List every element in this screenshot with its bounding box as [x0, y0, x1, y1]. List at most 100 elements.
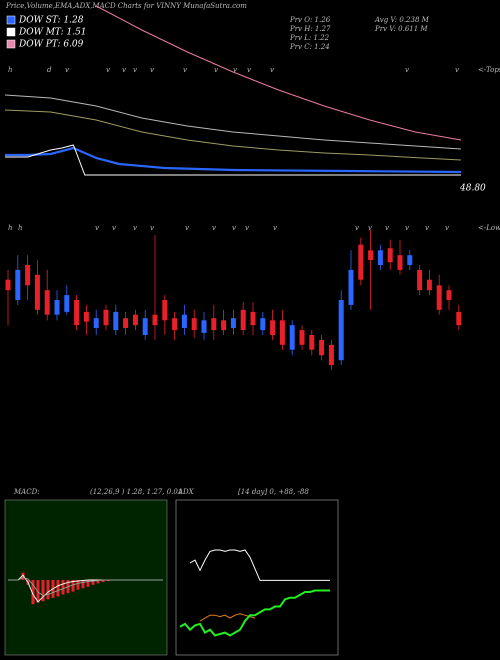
macd-bar — [96, 580, 100, 584]
price-line — [5, 144, 461, 176]
macd-line — [8, 577, 163, 596]
candle-body — [5, 279, 11, 291]
legend-label: DOW PT: 6.09 — [18, 40, 84, 50]
candle-body — [358, 244, 364, 280]
page-title: Price,Volume,EMA,ADX,MACD Charts for VIN… — [5, 2, 247, 10]
candle-body — [201, 320, 207, 333]
candle-body — [162, 300, 168, 321]
marker: v — [185, 224, 189, 232]
candle-body — [417, 269, 423, 291]
marker: v — [233, 66, 237, 74]
candle-body — [221, 320, 227, 331]
marker: v — [150, 224, 154, 232]
macd-bar — [91, 580, 95, 585]
candle-body — [240, 309, 246, 331]
candle-body — [64, 295, 70, 312]
adx-panel — [175, 499, 339, 656]
candle-body — [123, 318, 129, 328]
candle-body — [132, 314, 138, 326]
macd-bar — [31, 580, 35, 605]
macd-bar — [101, 580, 105, 582]
candle-body — [309, 335, 315, 350]
adx-line — [179, 589, 330, 637]
adx-line — [199, 613, 256, 622]
candle-body — [191, 318, 197, 331]
macd-bar — [106, 580, 110, 581]
candle-body — [103, 309, 109, 326]
candle-body — [446, 290, 452, 300]
legend-swatch — [6, 15, 16, 25]
marker: v — [183, 66, 187, 74]
stat-label: Prv C: 1.24 — [289, 43, 330, 51]
candle-body — [83, 311, 89, 322]
marker: v — [385, 224, 389, 232]
candle-body — [436, 285, 442, 310]
marker: v — [425, 224, 429, 232]
macd-bar — [86, 580, 90, 587]
marker: v — [273, 224, 277, 232]
candle-body — [368, 250, 374, 261]
price-label: 48.80 — [459, 184, 486, 194]
candle-body — [456, 311, 462, 326]
marker: v — [150, 66, 154, 74]
candle-body — [407, 255, 413, 265]
candle-body — [15, 269, 21, 300]
macd-bar — [41, 580, 45, 602]
candle-body — [397, 255, 403, 270]
legend-swatch — [6, 39, 16, 49]
candle-body — [328, 344, 334, 366]
marker: h — [8, 224, 13, 232]
candle-body — [142, 318, 148, 335]
candle-body — [25, 265, 31, 286]
marker: h — [18, 224, 23, 232]
marker: v — [133, 224, 137, 232]
marker: v — [106, 66, 110, 74]
marker: v — [214, 66, 218, 74]
stat-label: Prv L: 1.22 — [289, 34, 330, 42]
price-line — [4, 109, 462, 161]
candle-body — [44, 290, 50, 315]
stat-label: Avg V: 0.238 M — [374, 16, 430, 24]
marker: v — [405, 66, 409, 74]
candle-body — [34, 274, 40, 310]
marker: v — [247, 66, 251, 74]
marker: v — [355, 224, 359, 232]
macd-panel — [4, 499, 168, 656]
candle-body — [230, 318, 236, 328]
stat-label: Prv V: 0.611 M — [374, 25, 428, 33]
panel-subtitle: [14 day] 0, +88, -88 — [238, 488, 309, 496]
marker: v — [112, 224, 116, 232]
candle-body — [348, 269, 354, 305]
macd-bar — [71, 580, 75, 592]
candle-body — [319, 339, 325, 356]
panel-title: ADX — [177, 488, 195, 496]
legend-label: DOW ST: 1.28 — [18, 16, 84, 26]
stat-label: Prv H: 1.27 — [289, 25, 331, 33]
marker: v — [212, 224, 216, 232]
price-line — [4, 94, 462, 150]
marker: v — [405, 224, 409, 232]
marker: v — [245, 224, 249, 232]
price-line — [95, 5, 462, 141]
stat-label: Prv O: 1.26 — [289, 16, 331, 24]
candle-body — [74, 300, 80, 326]
candle-body — [113, 311, 119, 331]
candle-body — [260, 318, 266, 331]
candle-body — [93, 318, 99, 328]
marker: v — [455, 66, 459, 74]
panel-title: MACD: — [13, 488, 40, 496]
price-line — [5, 146, 462, 174]
candle-body — [211, 318, 217, 331]
marker: v — [232, 224, 236, 232]
macd-bar — [46, 580, 50, 600]
macd-bar — [56, 580, 60, 597]
candle-body — [54, 300, 60, 315]
candle-body — [299, 330, 305, 345]
marker: <-Lows — [478, 224, 500, 232]
marker: h — [8, 66, 13, 74]
candle-body — [250, 311, 256, 326]
candle-body — [172, 318, 178, 331]
candle-body — [338, 300, 344, 361]
candle-body — [181, 314, 187, 328]
